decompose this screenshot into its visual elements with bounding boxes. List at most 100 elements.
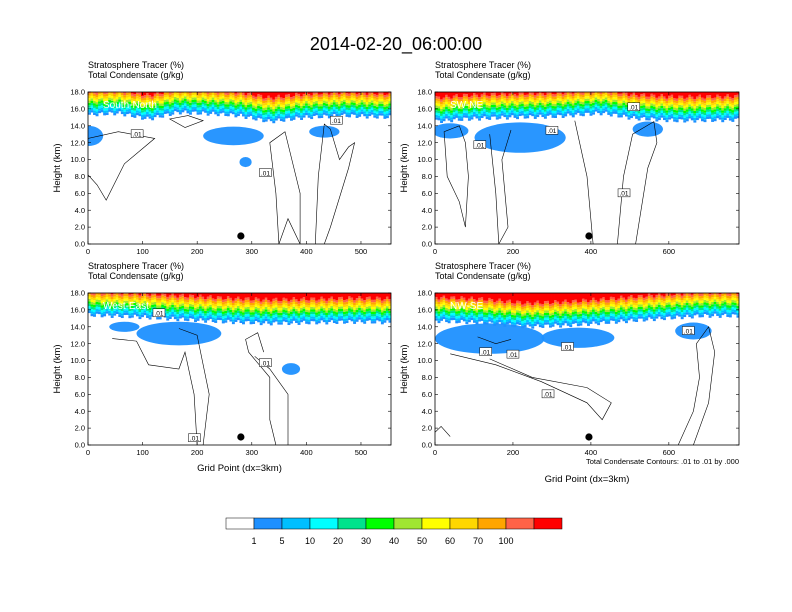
y-axis-label: Height (km) bbox=[399, 344, 410, 393]
x-tick-label: 100 bbox=[136, 247, 149, 256]
location-marker bbox=[585, 433, 593, 441]
y-tick-label: 4.0 bbox=[422, 206, 432, 215]
y-tick-label: 2.0 bbox=[75, 424, 85, 433]
plot-frame bbox=[434, 91, 740, 245]
panel-label: SW-NE bbox=[450, 100, 483, 111]
contour-label-box bbox=[152, 308, 166, 318]
y-tick-label: 0.0 bbox=[75, 240, 85, 249]
contour-label-box bbox=[479, 347, 492, 356]
condensate-contour bbox=[112, 328, 289, 445]
y-tick-label: 2.0 bbox=[422, 223, 432, 232]
condensate-contour bbox=[435, 326, 716, 445]
y-tick-label: 18.0 bbox=[70, 88, 85, 97]
contour-label-box bbox=[130, 129, 144, 138]
y-tick-label: 8.0 bbox=[422, 373, 432, 382]
contour-label: .01 bbox=[481, 349, 490, 356]
y-tick-label: 12.0 bbox=[417, 138, 432, 147]
contour-label-box bbox=[682, 326, 695, 335]
y-tick-label: 8.0 bbox=[75, 172, 85, 181]
contour-note: Total Condensate Contours: .01 to .01 by… bbox=[586, 457, 739, 466]
y-tick-label: 18.0 bbox=[417, 289, 432, 298]
y-tick-label: 16.0 bbox=[70, 305, 85, 314]
contour-label: .01 bbox=[508, 352, 517, 359]
colorbar-label: 1 bbox=[251, 536, 256, 546]
x-tick-label: 400 bbox=[585, 247, 598, 256]
location-marker bbox=[585, 232, 593, 240]
x-tick-label: 600 bbox=[663, 247, 676, 256]
tracer-field bbox=[88, 293, 391, 445]
panel-subtitle: Stratosphere Tracer (%) bbox=[435, 261, 531, 271]
contour-label: .01 bbox=[133, 132, 142, 139]
y-tick-label: 6.0 bbox=[75, 390, 85, 399]
colorbar-label: 40 bbox=[389, 536, 399, 546]
contour-label-box bbox=[506, 349, 520, 359]
panel-nw-se: .01 .01 .01 .01 .01 0.0 2.0 4.0 6.0 8.0 10.0 12.0 14… bbox=[399, 261, 740, 485]
x-tick-label: 200 bbox=[507, 247, 520, 256]
plot-frame bbox=[87, 292, 392, 446]
y-tick-label: 10.0 bbox=[70, 356, 85, 365]
panel-label: South-North bbox=[103, 100, 157, 111]
x-axis-label: Grid Point (dx=3km) bbox=[197, 463, 282, 474]
x-tick-label: 600 bbox=[663, 448, 676, 457]
contour-label: .01 bbox=[684, 328, 693, 335]
colorbar-label: 60 bbox=[445, 536, 455, 546]
location-marker bbox=[237, 232, 245, 240]
condensate-contour bbox=[443, 120, 658, 244]
contour-label: .01 bbox=[629, 105, 638, 112]
y-tick-label: 2.0 bbox=[75, 223, 85, 232]
contour-label-box bbox=[617, 188, 631, 198]
colorbar-cell bbox=[253, 517, 283, 530]
y-tick-label: 0.0 bbox=[422, 441, 432, 450]
colorbar-cell bbox=[477, 517, 507, 530]
y-tick-label: 18.0 bbox=[70, 289, 85, 298]
x-tick-label: 200 bbox=[191, 247, 204, 256]
panel-label: West-East bbox=[103, 301, 149, 312]
colorbar: 1 5 10 20 30 40 50 60 70 100 bbox=[225, 517, 563, 546]
panel-subtitle: Stratosphere Tracer (%) bbox=[88, 60, 184, 70]
panel-subtitle: Stratosphere Tracer (%) bbox=[435, 60, 531, 70]
y-tick-label: 16.0 bbox=[417, 104, 432, 113]
y-axis-label: Height (km) bbox=[52, 344, 63, 393]
y-tick-label: 8.0 bbox=[422, 172, 432, 181]
colorbar-label: 100 bbox=[498, 536, 513, 546]
condensate-contour bbox=[88, 115, 356, 244]
colorbar-label: 5 bbox=[279, 536, 284, 546]
y-tick-label: 16.0 bbox=[417, 305, 432, 314]
contour-label-box bbox=[473, 140, 487, 149]
x-tick-label: 300 bbox=[246, 247, 259, 256]
contour-label: .01 bbox=[261, 170, 270, 177]
contour-label: .01 bbox=[154, 311, 163, 318]
y-tick-label: 2.0 bbox=[422, 424, 432, 433]
y-tick-label: 0.0 bbox=[75, 441, 85, 450]
contour-label: .01 bbox=[563, 344, 572, 351]
y-tick-label: 14.0 bbox=[417, 121, 432, 130]
contour-label: .01 bbox=[475, 143, 484, 150]
colorbar-cell bbox=[393, 517, 423, 530]
y-tick-label: 14.0 bbox=[70, 121, 85, 130]
tracer-field bbox=[435, 92, 739, 244]
contour-label: .01 bbox=[544, 392, 553, 399]
contour-label-box bbox=[330, 115, 343, 125]
y-tick-label: 4.0 bbox=[75, 206, 85, 215]
contour-label: .01 bbox=[190, 436, 199, 443]
colorbar-cell bbox=[225, 517, 255, 530]
contour-label-box bbox=[545, 126, 559, 135]
contour-label-box bbox=[627, 102, 641, 111]
panel-label: NW-SE bbox=[450, 301, 483, 312]
colorbar-label: 20 bbox=[333, 536, 343, 546]
x-tick-label: 0 bbox=[86, 247, 90, 256]
x-tick-label: 200 bbox=[507, 448, 520, 457]
colorbar-label: 50 bbox=[417, 536, 427, 546]
y-tick-label: 10.0 bbox=[417, 356, 432, 365]
x-tick-label: 200 bbox=[191, 448, 204, 457]
plot-frame bbox=[434, 292, 740, 446]
y-tick-label: 0.0 bbox=[422, 240, 432, 249]
colorbar-label: 70 bbox=[473, 536, 483, 546]
y-tick-label: 12.0 bbox=[70, 138, 85, 147]
x-tick-label: 0 bbox=[86, 448, 90, 457]
y-tick-label: 10.0 bbox=[70, 155, 85, 164]
colorbar-cell bbox=[365, 517, 395, 530]
contour-label: .01 bbox=[620, 191, 629, 198]
y-tick-label: 4.0 bbox=[75, 407, 85, 416]
